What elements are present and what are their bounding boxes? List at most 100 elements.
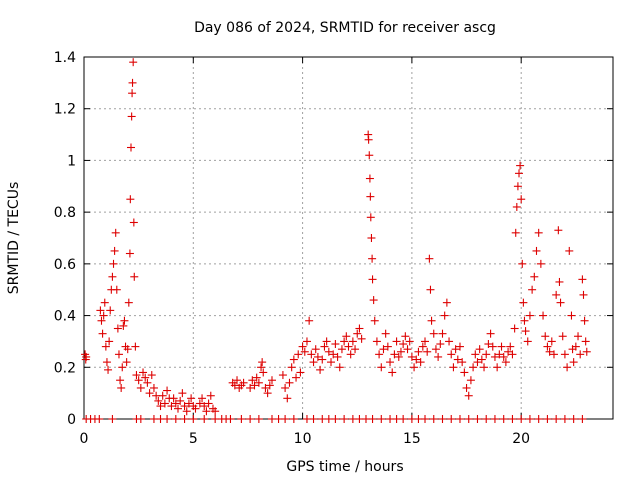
data-point (145, 389, 154, 398)
data-point (396, 347, 405, 356)
data-point (96, 306, 105, 315)
data-point (367, 234, 376, 242)
data-point (375, 350, 384, 359)
data-point-zero (508, 415, 517, 423)
data-point (365, 174, 374, 183)
data-point (131, 342, 140, 351)
data-point (392, 337, 401, 346)
data-point (394, 352, 403, 361)
data-point (366, 192, 375, 201)
data-point (261, 383, 270, 392)
data-point (248, 376, 257, 385)
data-point (512, 202, 521, 211)
axis-ticks: 0 0.2 0.4 0.6 0.8 1 1.2 1.4 0 5 10 15 20 (54, 50, 613, 447)
data-point (322, 337, 331, 346)
data-point (495, 350, 504, 359)
data-point (160, 399, 169, 408)
data-point (445, 337, 454, 346)
data-point (486, 329, 495, 338)
data-point (98, 329, 107, 338)
data-point (119, 321, 128, 330)
data-point (239, 378, 248, 387)
data-point (368, 275, 377, 284)
data-point (124, 298, 133, 307)
data-point (158, 391, 167, 400)
data-point (528, 285, 537, 294)
data-point (171, 399, 180, 408)
data-point (128, 78, 137, 87)
data-point-zero (180, 415, 189, 423)
data-point (307, 350, 316, 359)
data-point (182, 407, 191, 416)
data-point (576, 350, 585, 359)
data-point (104, 365, 113, 374)
data-point (516, 161, 525, 170)
data-point-zero (438, 415, 447, 423)
data-point (331, 340, 340, 349)
data-point (582, 347, 591, 356)
data-point (126, 143, 135, 152)
data-point (206, 391, 215, 400)
data-point (473, 358, 482, 367)
data-point (390, 350, 399, 359)
data-point (523, 337, 532, 346)
data-point (163, 386, 172, 395)
x-axis-title: GPS time / hours (286, 459, 403, 475)
data-point-zero (189, 415, 198, 423)
data-point (149, 383, 158, 392)
data-point (539, 311, 548, 320)
data-point (536, 259, 545, 268)
data-point (176, 396, 185, 405)
data-point (344, 342, 353, 351)
data-point (471, 350, 480, 359)
data-point-zero (331, 415, 340, 423)
data-point (549, 350, 558, 359)
data-point (342, 332, 351, 341)
data-point-zero (455, 415, 464, 423)
data-point (267, 376, 276, 385)
data-point-zero (171, 415, 180, 423)
data-point (122, 358, 131, 367)
data-point (109, 259, 118, 268)
data-point (379, 345, 388, 354)
data-point (105, 337, 114, 346)
data-point (357, 334, 366, 343)
data-point (113, 324, 122, 333)
data-point (466, 376, 475, 385)
data-point (191, 404, 200, 413)
data-point (111, 228, 120, 237)
data-point-zero (377, 415, 386, 423)
data-point (464, 391, 473, 400)
data-point (571, 342, 580, 351)
x-tick-label: 0 (80, 431, 89, 447)
data-point (296, 368, 305, 377)
data-point (560, 350, 569, 359)
data-point (333, 352, 342, 361)
data-point-zero (578, 415, 587, 423)
data-point (425, 254, 434, 263)
data-point (519, 298, 528, 307)
data-point (386, 358, 395, 367)
data-point (388, 368, 397, 377)
x-tick-label: 10 (294, 431, 312, 447)
data-point (469, 363, 478, 372)
data-point (453, 355, 462, 364)
data-point (383, 342, 392, 351)
data-point (355, 324, 364, 333)
y-tick-label: 0.6 (54, 257, 76, 273)
data-point-zero (543, 415, 552, 423)
data-point (480, 363, 489, 372)
data-point-zero (490, 415, 499, 423)
data-point (125, 249, 134, 258)
y-tick-label: 1.2 (54, 102, 76, 118)
data-point (82, 352, 91, 361)
data-point (581, 337, 590, 346)
data-point (558, 332, 567, 341)
data-point-zero (281, 415, 290, 423)
data-point (520, 316, 529, 325)
data-point (436, 340, 445, 349)
data-point (499, 352, 508, 361)
data-point (482, 350, 491, 359)
data-point (569, 358, 578, 367)
data-point (521, 327, 530, 336)
